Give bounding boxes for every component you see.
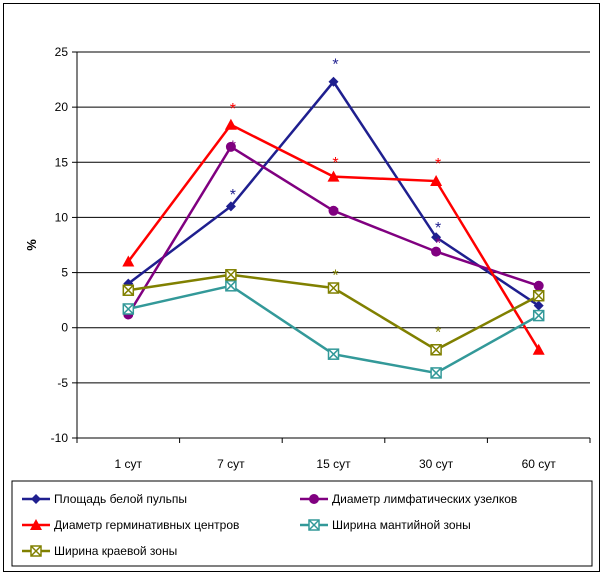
data-point	[327, 348, 340, 360]
data-point	[31, 494, 41, 504]
data-point	[533, 300, 544, 311]
data-point	[327, 282, 340, 294]
significance-star: *	[435, 235, 441, 252]
series-3	[122, 280, 545, 379]
x-tick-labels: 1 сут 7 сут 15 сут 30 сут 60 сут	[115, 457, 557, 471]
x-tick-label: 60 сут	[522, 457, 557, 471]
data-point	[225, 269, 237, 281]
legend-label: Площадь белой пульпы	[54, 492, 187, 506]
legend-label: Ширина краевой зоны	[54, 544, 177, 558]
data-point	[430, 175, 443, 187]
data-point	[430, 344, 442, 356]
data-point	[431, 232, 442, 243]
significance-star: *	[230, 138, 236, 155]
x-tick-label: 30 сут	[419, 457, 454, 471]
data-point	[225, 201, 236, 212]
y-tick-label: 20	[55, 100, 69, 114]
legend-item-4: Ширина краевой зоны	[22, 544, 177, 558]
significance-star: *	[230, 101, 236, 118]
y-tick-labels: -10 -5 0 5 10 15 20 25	[51, 45, 69, 445]
series-4: **	[122, 267, 545, 356]
significance-star: *	[332, 205, 338, 222]
legend-label: Ширина мантийной зоны	[332, 518, 471, 532]
data-point	[328, 205, 339, 216]
legend-item-1: Диаметр лимфатических узелков	[300, 492, 517, 506]
significance-star: *	[230, 187, 236, 204]
data-point	[327, 170, 340, 182]
series-2: ** *	[122, 101, 545, 355]
marker-cross	[327, 348, 340, 360]
marker-cross	[122, 303, 134, 315]
legend-box	[11, 480, 593, 567]
data-point	[532, 289, 545, 302]
series-0: ***	[123, 57, 544, 311]
significance-star: *	[435, 156, 441, 173]
y-tick-label: -5	[57, 376, 68, 390]
significance-star: *	[332, 155, 338, 172]
data-point	[532, 309, 545, 322]
marker-cross	[225, 269, 237, 281]
data-point	[328, 76, 339, 87]
y-tick-label: 5	[61, 266, 68, 280]
data-point	[431, 246, 442, 257]
data-point	[430, 367, 442, 379]
marker-cross	[122, 284, 134, 296]
data-point	[30, 519, 42, 530]
data-point	[122, 255, 135, 267]
axes	[76, 52, 591, 443]
series-group: ******** ***	[122, 57, 545, 379]
significance-star: *	[332, 57, 338, 74]
data-point	[308, 519, 320, 531]
data-point	[309, 494, 319, 504]
y-tick-label: 10	[55, 210, 69, 224]
marker-cross	[30, 545, 42, 557]
y-tick-label: -10	[51, 431, 69, 445]
marker-cross	[430, 344, 442, 356]
data-point	[122, 303, 135, 315]
x-tick-label: 1 сут	[115, 457, 143, 471]
marker-cross	[308, 519, 320, 531]
legend-item-0: Площадь белой пульпы	[22, 492, 187, 506]
x-tick-label: 7 сут	[217, 457, 245, 471]
marker-cross	[533, 310, 545, 322]
legend-label: Диаметр лимфатических узелков	[332, 492, 517, 506]
legend: Площадь белой пульпы Диаметр лимфатически…	[11, 480, 593, 567]
significance-star: *	[332, 267, 338, 284]
marker-cross	[327, 282, 340, 294]
grid-lines	[72, 51, 590, 439]
legend-item-3: Ширина мантийной зоны	[300, 518, 471, 532]
marker-cross	[533, 290, 545, 302]
data-point	[533, 280, 544, 291]
y-tick-label: 15	[55, 155, 69, 169]
significance-star: *	[435, 220, 441, 237]
y-tick-label: 0	[61, 321, 68, 335]
legend-label: Диаметр герминативных центров	[54, 518, 239, 532]
data-point	[225, 280, 237, 292]
legend-item-2: Диаметр герминативных центров	[22, 518, 239, 532]
x-tick-label: 15 сут	[316, 457, 351, 471]
data-point	[532, 343, 545, 355]
marker-cross	[225, 280, 237, 292]
y-axis-label: %	[24, 239, 39, 251]
data-point	[224, 118, 237, 130]
marker-cross	[430, 367, 442, 379]
data-point	[225, 141, 236, 152]
data-point	[30, 545, 42, 557]
data-point	[122, 284, 135, 296]
significance-star: *	[435, 325, 441, 342]
y-tick-label: 25	[55, 45, 69, 59]
